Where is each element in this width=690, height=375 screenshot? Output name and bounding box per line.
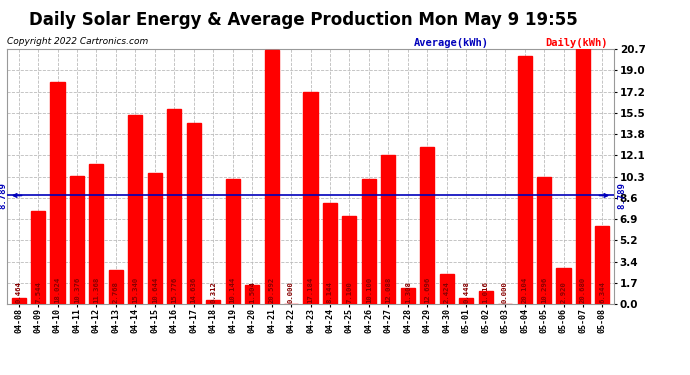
Text: Copyright 2022 Cartronics.com: Copyright 2022 Cartronics.com <box>7 38 148 46</box>
Text: 2.768: 2.768 <box>113 281 119 303</box>
Text: 18.024: 18.024 <box>55 276 61 303</box>
Bar <box>382 155 395 304</box>
Bar <box>557 268 571 304</box>
Text: 10.644: 10.644 <box>152 276 158 303</box>
Bar <box>440 274 454 304</box>
Text: 20.592: 20.592 <box>268 276 275 303</box>
Text: 15.340: 15.340 <box>132 276 139 303</box>
Text: 2.920: 2.920 <box>560 281 566 303</box>
Text: 10.100: 10.100 <box>366 276 372 303</box>
Text: 6.344: 6.344 <box>600 281 605 303</box>
Text: 0.448: 0.448 <box>463 281 469 303</box>
Text: 20.104: 20.104 <box>522 276 528 303</box>
Bar <box>459 298 473 304</box>
Bar <box>50 82 64 304</box>
Text: Daily(kWh): Daily(kWh) <box>545 38 608 48</box>
Bar <box>401 288 415 304</box>
Bar <box>109 270 123 304</box>
Text: 15.776: 15.776 <box>171 276 177 303</box>
Bar <box>70 176 84 304</box>
Bar <box>537 177 551 304</box>
Text: 8.144: 8.144 <box>327 281 333 303</box>
Bar <box>264 50 279 304</box>
Text: 0.000: 0.000 <box>502 281 508 303</box>
Bar <box>90 164 104 304</box>
Text: 17.184: 17.184 <box>308 276 313 303</box>
Text: 0.464: 0.464 <box>16 281 21 303</box>
Text: 8.789: 8.789 <box>0 182 8 209</box>
Text: 14.636: 14.636 <box>190 276 197 303</box>
Text: 11.368: 11.368 <box>93 276 99 303</box>
Bar <box>323 203 337 304</box>
Text: 7.544: 7.544 <box>35 281 41 303</box>
Bar <box>576 49 590 304</box>
Text: 7.100: 7.100 <box>346 281 353 303</box>
Bar <box>518 56 531 304</box>
Text: 0.312: 0.312 <box>210 281 216 303</box>
Bar <box>12 298 26 304</box>
Text: 8.789: 8.789 <box>618 182 627 209</box>
Text: 12.088: 12.088 <box>385 276 391 303</box>
Bar <box>362 179 376 304</box>
Text: 10.376: 10.376 <box>74 276 80 303</box>
Text: 0.000: 0.000 <box>288 281 294 303</box>
Text: 1.504: 1.504 <box>249 281 255 303</box>
Text: 12.696: 12.696 <box>424 276 431 303</box>
Bar <box>342 216 357 304</box>
Bar <box>304 92 317 304</box>
Text: 20.680: 20.680 <box>580 276 586 303</box>
Bar <box>187 123 201 304</box>
Bar <box>226 179 239 304</box>
Bar <box>595 226 609 304</box>
Text: 10.144: 10.144 <box>230 276 236 303</box>
Text: 1.308: 1.308 <box>405 281 411 303</box>
Bar <box>420 147 434 304</box>
Text: Daily Solar Energy & Average Production Mon May 9 19:55: Daily Solar Energy & Average Production … <box>29 11 578 29</box>
Bar <box>148 172 162 304</box>
Bar <box>206 300 220 304</box>
Bar <box>167 110 181 304</box>
Bar <box>31 211 45 304</box>
Bar <box>479 291 493 304</box>
Text: Average(kWh): Average(kWh) <box>414 38 489 48</box>
Text: 2.424: 2.424 <box>444 281 450 303</box>
Bar <box>245 285 259 304</box>
Text: 1.016: 1.016 <box>482 281 489 303</box>
Bar <box>128 115 142 304</box>
Text: 10.296: 10.296 <box>541 276 547 303</box>
